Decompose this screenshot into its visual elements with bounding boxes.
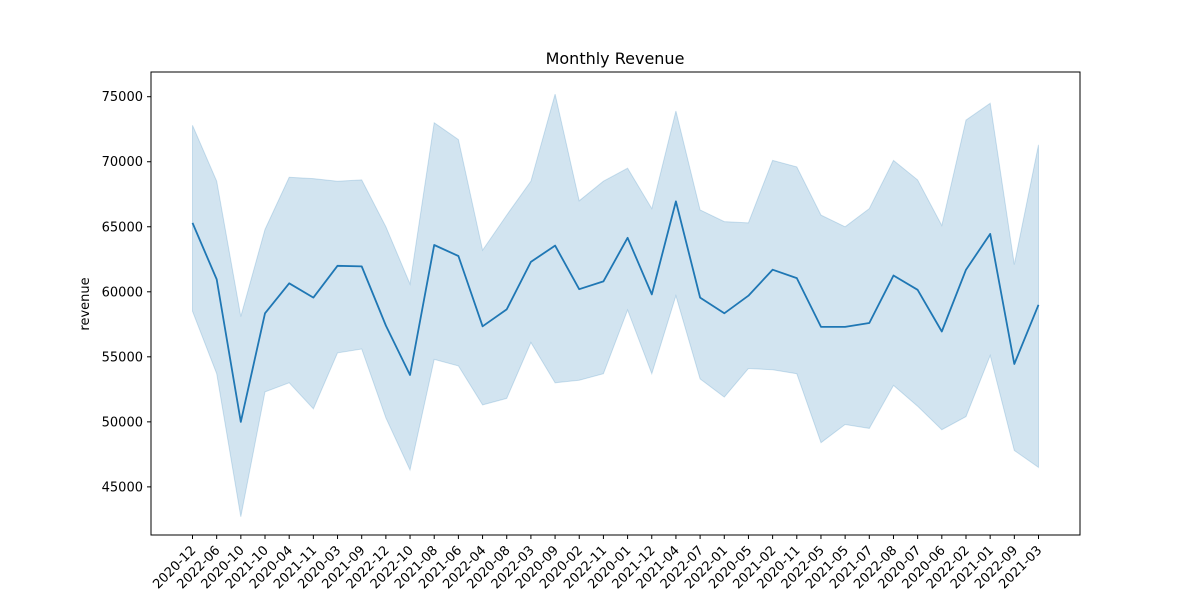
plot-area: 450005000055000600006500070000750002020-… — [102, 71, 1081, 592]
confidence-band — [192, 93, 1039, 517]
plot-frame — [150, 71, 1081, 536]
y-tick-label: 60000 — [102, 285, 143, 300]
y-tick-label: 65000 — [102, 220, 143, 235]
y-tick-label: 75000 — [102, 90, 143, 105]
chart-title: Monthly Revenue — [546, 49, 685, 68]
y-tick-label: 70000 — [102, 155, 143, 170]
y-tick-label: 50000 — [102, 415, 143, 430]
y-axis-label: revenue — [78, 277, 93, 330]
series-line — [191, 200, 1040, 423]
y-tick-label: 45000 — [102, 480, 143, 495]
y-tick-label: 55000 — [102, 350, 143, 365]
